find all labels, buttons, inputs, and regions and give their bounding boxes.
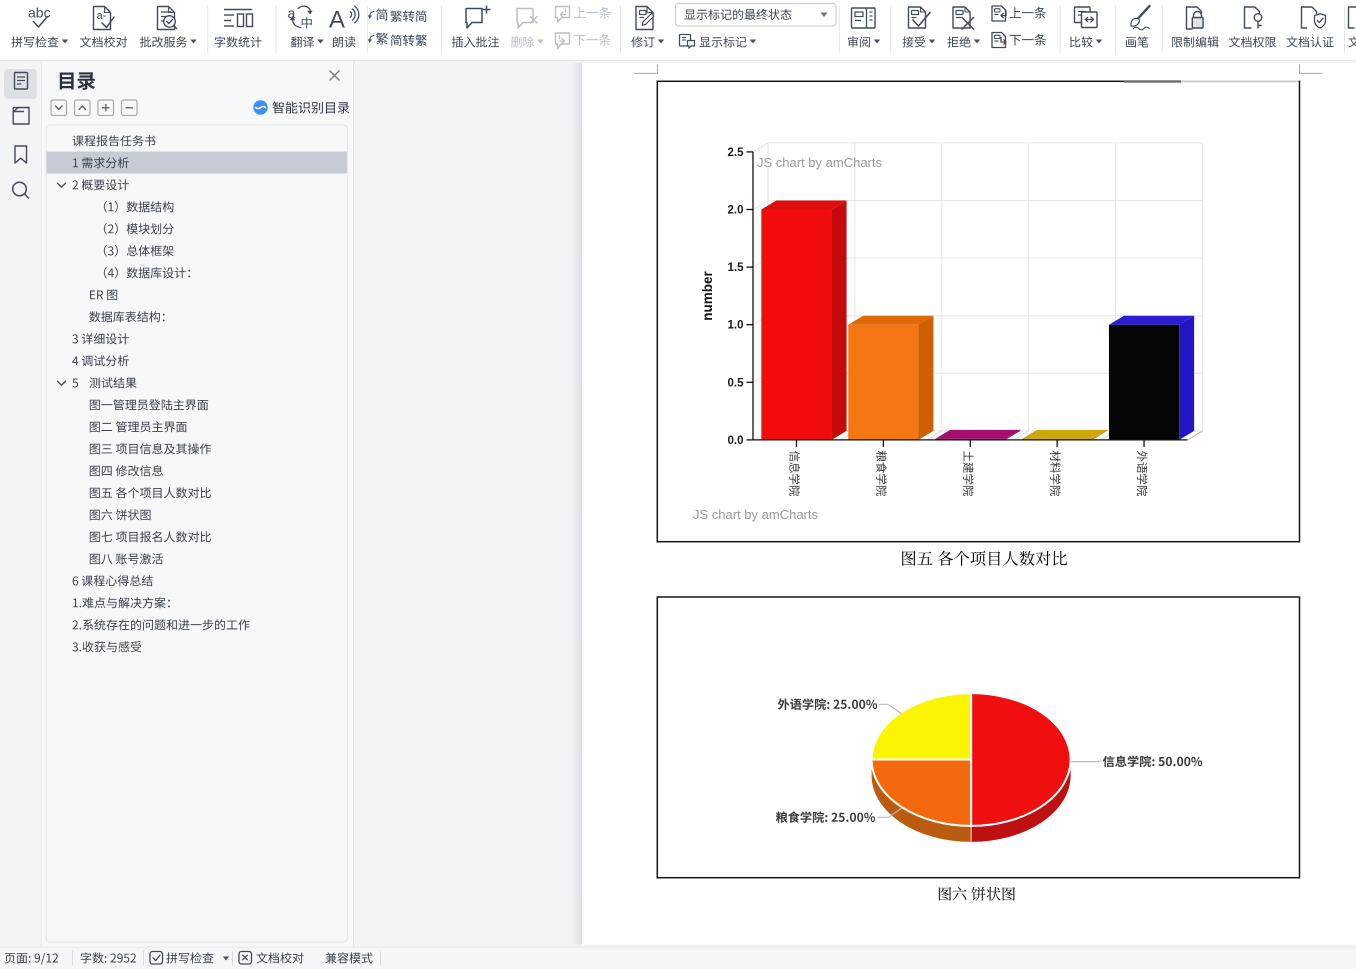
svg-text:2.5: 2.5	[728, 147, 745, 159]
svg-text:number: number	[700, 271, 715, 321]
svg-text:A: A	[329, 7, 345, 34]
svg-text:0.0: 0.0	[728, 435, 744, 447]
svg-text:a-: a-	[97, 10, 107, 22]
svg-text:JS chart by amCharts: JS chart by amCharts	[757, 155, 882, 170]
svg-text:a: a	[288, 5, 296, 21]
svg-text:1.5: 1.5	[728, 262, 745, 274]
svg-text:2.0: 2.0	[728, 205, 744, 217]
svg-text:abc: abc	[28, 5, 51, 21]
svg-text:1.0: 1.0	[728, 320, 744, 332]
svg-text:0.5: 0.5	[728, 377, 745, 389]
svg-text:JS chart by amCharts: JS chart by amCharts	[693, 507, 818, 522]
